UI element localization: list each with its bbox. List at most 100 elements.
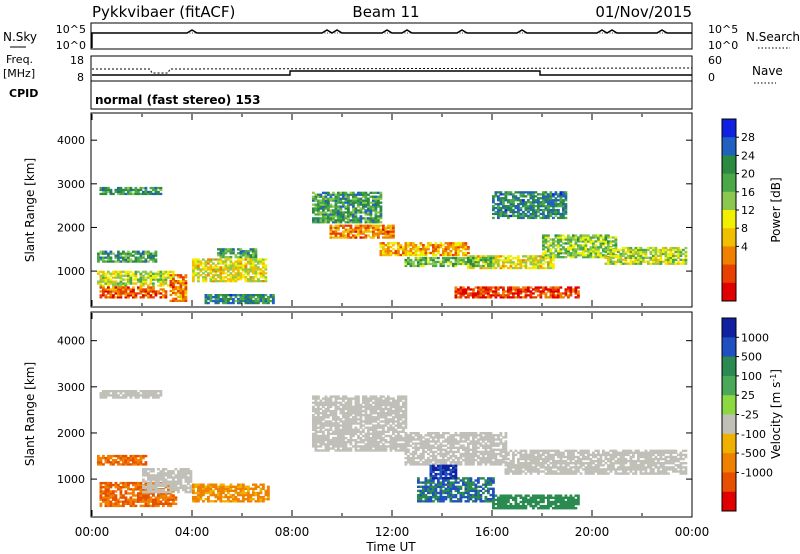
heatmap-cell	[487, 296, 490, 299]
heatmap-cell	[497, 191, 500, 194]
heatmap-cell	[254, 256, 258, 259]
heatmap-cell	[654, 256, 658, 259]
heatmap-cell	[219, 498, 223, 501]
heatmap-cell	[219, 280, 223, 283]
heatmap-cell	[377, 403, 380, 407]
heatmap-cell	[509, 261, 513, 264]
heatmap-cell	[117, 256, 120, 259]
heatmap-cell	[679, 258, 683, 261]
heatmap-cell	[162, 494, 165, 497]
heatmap-cell	[357, 405, 360, 409]
heatmap-cell	[524, 266, 528, 270]
heatmap-cell	[559, 216, 563, 220]
heatmap-cell	[584, 244, 588, 247]
heatmap-cell	[589, 254, 593, 257]
heatmap-cell	[232, 250, 235, 253]
heatmap-cell	[339, 432, 343, 436]
heatmap-cell	[112, 270, 115, 273]
heatmap-cell	[262, 274, 265, 277]
heatmap-cell	[507, 292, 510, 295]
heatmap-cell	[422, 442, 425, 445]
heatmap-cell	[422, 256, 425, 260]
heatmap-cell	[252, 266, 255, 269]
heatmap-cell	[504, 265, 508, 268]
heatmap-cell	[459, 244, 463, 247]
heatmap-cell	[142, 276, 145, 279]
heatmap-cell	[397, 397, 400, 400]
heatmap-cell	[369, 399, 373, 402]
heatmap-cell	[109, 190, 113, 194]
heatmap-cell	[227, 491, 230, 495]
heatmap-cell	[377, 230, 380, 233]
heatmap-cell	[377, 191, 380, 194]
heatmap-cell	[397, 242, 400, 245]
heatmap-cell	[144, 282, 148, 285]
heatmap-cell	[117, 190, 120, 194]
heatmap-cell	[104, 290, 108, 293]
heatmap-cell	[122, 390, 125, 393]
heatmap-cell	[322, 434, 325, 438]
heatmap-cell	[129, 454, 133, 458]
heatmap-cell	[249, 258, 253, 261]
heatmap-cell	[264, 266, 268, 269]
heatmap-cell	[229, 262, 233, 265]
heatmap-cell	[314, 401, 318, 404]
heatmap-cell	[134, 252, 138, 255]
heatmap-cell	[549, 210, 553, 214]
heatmap-cell	[222, 483, 225, 486]
heatmap-cell	[129, 502, 133, 505]
heatmap-cell	[139, 481, 143, 485]
heatmap-cell	[597, 240, 600, 243]
heatmap-cell	[627, 256, 630, 259]
heatmap-cell	[174, 282, 178, 285]
heatmap-cell	[544, 208, 548, 212]
heatmap-cell	[184, 291, 188, 295]
heatmap-cell	[197, 266, 200, 269]
heatmap-cell	[497, 208, 500, 212]
heatmap-cell	[559, 193, 563, 196]
heatmap-cell	[362, 405, 365, 409]
heatmap-cell	[157, 480, 160, 483]
heatmap-cell	[567, 240, 570, 243]
heatmap-cell	[107, 256, 110, 259]
heatmap-cell	[239, 248, 243, 251]
heatmap-cell	[414, 249, 418, 253]
heatmap-cell	[602, 254, 605, 257]
heatmap-cell	[172, 498, 175, 501]
heatmap-cell	[672, 262, 675, 265]
heatmap-cell	[484, 286, 488, 289]
heatmap-cell	[374, 401, 378, 404]
heatmap-cell	[189, 478, 193, 481]
ytick-label: 1000	[57, 265, 85, 278]
heatmap-cell	[219, 258, 223, 261]
power-heatmap	[97, 186, 688, 305]
heatmap-cell	[412, 260, 415, 264]
heatmap-cell	[542, 259, 545, 262]
heatmap-cell	[317, 430, 320, 433]
heatmap-cell	[559, 212, 563, 216]
heatmap-cell	[337, 426, 340, 429]
heatmap-cell	[222, 491, 225, 495]
heatmap-cell	[322, 405, 325, 409]
heatmap-cell	[144, 288, 148, 291]
heatmap-cell	[609, 260, 613, 263]
heatmap-cell	[499, 210, 503, 214]
heatmap-cell	[344, 441, 348, 444]
heatmap-cell	[134, 190, 138, 194]
heatmap-cell	[409, 440, 413, 443]
heatmap-cell	[579, 240, 583, 243]
heatmap-cell	[404, 442, 408, 445]
heatmap-cell	[144, 270, 148, 273]
heatmap-cell	[419, 253, 423, 257]
heatmap-cell	[142, 456, 145, 460]
heatmap-cell	[152, 278, 155, 281]
heatmap-cell	[392, 226, 395, 229]
heatmap-cell	[554, 203, 558, 206]
heatmap-cell	[99, 188, 103, 192]
heatmap-cell	[532, 197, 535, 200]
heatmap-cell	[332, 236, 335, 239]
heatmap-cell	[457, 251, 460, 255]
heatmap-cell	[107, 270, 110, 273]
heatmap-cell	[442, 244, 445, 247]
heatmap-cell	[502, 261, 505, 264]
